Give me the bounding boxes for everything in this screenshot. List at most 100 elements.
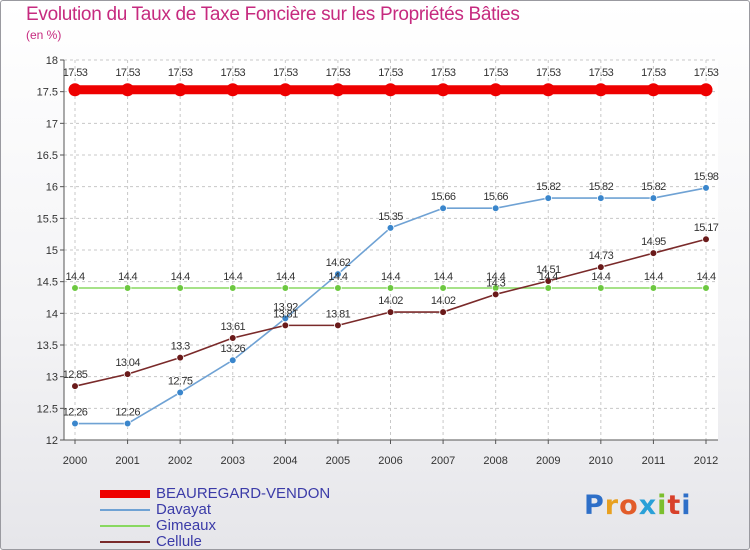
data-label: 13.61 <box>220 321 245 333</box>
data-label: 17.53 <box>63 67 88 79</box>
x-tick-label: 2004 <box>273 455 297 467</box>
x-tick-label: 2008 <box>483 455 507 467</box>
data-point <box>334 321 342 330</box>
data-label: 15.17 <box>694 222 719 234</box>
logo-letter: P <box>584 490 605 521</box>
x-tick-label: 2006 <box>378 455 402 467</box>
data-point <box>281 284 290 292</box>
data-label: 17.53 <box>273 67 298 79</box>
data-label: 14.4 <box>223 271 242 283</box>
data-point <box>71 382 79 390</box>
x-tick-label: 2007 <box>431 455 455 467</box>
grid <box>64 59 718 441</box>
data-point <box>176 388 184 397</box>
legend-label: Cellule <box>156 533 202 550</box>
data-point <box>384 83 397 97</box>
data-label: 12.26 <box>63 407 88 419</box>
y-tick-label: 15 <box>46 245 58 257</box>
data-label: 14.4 <box>591 271 610 283</box>
data-point <box>702 235 710 244</box>
data-point <box>597 284 605 292</box>
legend-swatch-gimeaux <box>100 525 150 527</box>
data-label: 17.53 <box>641 67 666 79</box>
x-tick-label: 2003 <box>221 455 245 467</box>
proxiti-logo: Proxiti <box>584 490 692 521</box>
data-point <box>594 83 608 97</box>
y-tick-label: 16.5 <box>37 150 58 162</box>
x-tick-label: 2010 <box>589 455 613 467</box>
x-tick-label: 2005 <box>326 455 350 467</box>
data-point <box>386 224 395 232</box>
data-label: 14.51 <box>536 264 561 276</box>
legend-item-gimeaux[interactable]: Gimeaux <box>100 517 420 534</box>
data-label: 14.4 <box>118 271 137 283</box>
data-point <box>71 419 79 428</box>
y-tick-label: 12 <box>46 435 58 447</box>
data-point <box>541 83 555 97</box>
y-tick-label: 17.5 <box>37 87 58 99</box>
data-point <box>331 83 345 97</box>
data-label: 14.3 <box>486 277 505 289</box>
data-point <box>281 321 290 330</box>
legend-label: BEAUREGARD-VENDON <box>156 485 331 502</box>
data-label: 14.4 <box>486 271 505 283</box>
data-point <box>597 263 605 271</box>
data-point <box>439 308 447 316</box>
y-tick-label: 16 <box>46 182 58 194</box>
data-labels: 17.53 17.53 17.53 17.53 17.53 17.53 17.53 17.53… <box>63 67 720 419</box>
data-point <box>597 194 605 202</box>
legend-swatch-cellule <box>100 541 150 543</box>
y-tick-label: 12.5 <box>37 403 58 415</box>
y-tick-label: 13.5 <box>37 340 58 352</box>
data-point <box>699 83 713 97</box>
data-label: 14.4 <box>644 271 663 283</box>
data-label: 14.73 <box>589 250 614 262</box>
data-label: 15.82 <box>589 181 614 193</box>
data-label: 14.4 <box>276 271 295 283</box>
data-label: 14.95 <box>641 236 666 248</box>
data-point <box>121 83 135 97</box>
data-point <box>123 370 132 378</box>
logo-letter: i <box>681 490 692 521</box>
data-point <box>173 83 187 97</box>
data-label: 14.4 <box>539 271 558 283</box>
axes: 12 12.5 13 13.5 14 14.5 15 15.5 16 16.5 17 17.5 18 20… <box>37 55 719 467</box>
data-label: 15.98 <box>694 171 719 183</box>
series-layer <box>68 83 713 428</box>
data-point <box>544 194 553 202</box>
data-label: 12.85 <box>63 369 88 381</box>
logo-letter: i <box>657 490 668 521</box>
data-label: 15.66 <box>431 191 456 203</box>
legend-item-davayat[interactable]: Davayat <box>100 501 420 518</box>
x-tick-label: 2002 <box>168 455 192 467</box>
data-label: 17.53 <box>536 67 561 79</box>
legend-item-cellule[interactable]: Cellule <box>100 533 420 550</box>
data-label: 13.3 <box>171 341 190 353</box>
data-label: 14.62 <box>326 257 351 269</box>
data-label: 17.53 <box>115 67 140 79</box>
data-label: 15.66 <box>483 191 508 203</box>
data-label: 15.35 <box>378 211 403 223</box>
data-point <box>123 419 132 428</box>
data-point <box>123 284 132 292</box>
data-point <box>228 334 237 342</box>
data-label: 17.53 <box>431 67 456 79</box>
data-label: 13.81 <box>273 308 298 320</box>
data-label: 13.26 <box>220 343 245 355</box>
x-tick-label: 2009 <box>536 455 560 467</box>
data-point <box>278 83 292 97</box>
data-label: 14.02 <box>378 295 403 307</box>
data-label: 17.53 <box>378 67 403 79</box>
legend-label: Davayat <box>156 501 212 518</box>
data-point <box>491 204 500 213</box>
data-point <box>649 249 658 257</box>
data-point <box>544 277 553 285</box>
data-point <box>228 356 237 365</box>
legend-item-beauregard-vendon[interactable]: BEAUREGARD-VENDON <box>100 485 420 502</box>
data-point <box>71 284 79 292</box>
data-point <box>544 284 553 292</box>
data-point <box>649 284 658 292</box>
data-label: 14.4 <box>696 271 715 283</box>
y-tick-label: 17 <box>46 118 58 130</box>
y-tick-label: 14 <box>46 308 58 320</box>
